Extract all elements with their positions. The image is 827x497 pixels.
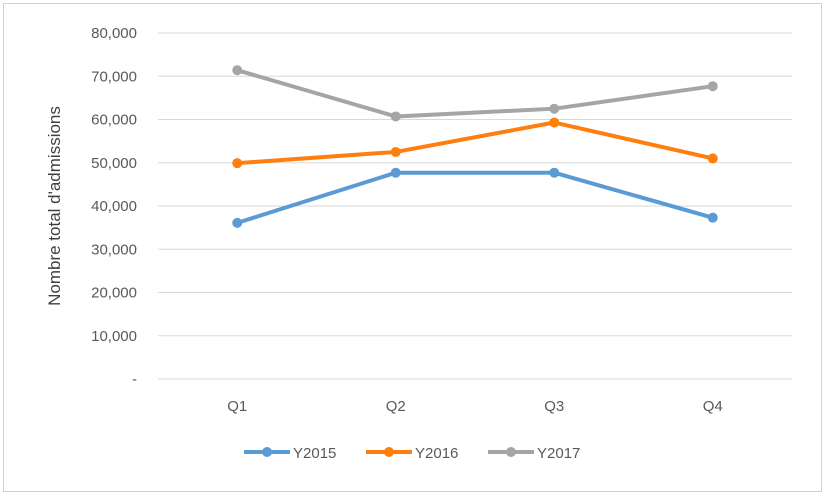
y-axis-label: Nombre total d'admissions [45,106,64,306]
series-line-Y2015 [236,170,714,225]
data-point-Y2017 [232,65,243,76]
x-tick-label: Q4 [703,398,723,415]
data-point-Y2016 [232,158,243,169]
y-tick-label: 20,000 [91,285,137,302]
x-tick-label: Q2 [386,398,406,415]
legend-label: Y2015 [293,445,336,462]
data-point-Y2017 [390,111,401,122]
legend-label: Y2017 [537,445,580,462]
data-point-Y2015 [232,217,243,228]
y-tick-label: 30,000 [91,241,137,258]
y-tick-label: - [132,371,137,388]
series-line-Y2017 [236,68,714,119]
chart-border [3,3,822,492]
legend-marker-Y2016 [384,447,394,457]
data-point-Y2016 [390,146,401,157]
y-tick-label: 70,000 [91,68,137,85]
data-point-Y2015 [707,212,718,223]
y-tick-label: 80,000 [91,25,137,42]
legend-marker-Y2015 [262,447,272,457]
data-point-Y2017 [549,103,560,114]
legend-marker-Y2017 [506,447,516,457]
legend-label: Y2016 [415,445,458,462]
y-tick-label: 50,000 [91,155,137,172]
data-point-Y2016 [549,117,560,128]
y-tick-label: 10,000 [91,328,137,345]
y-tick-label: 60,000 [91,112,137,129]
data-point-Y2015 [549,167,560,178]
y-tick-label: 40,000 [91,198,137,215]
data-point-Y2017 [707,81,718,92]
data-point-Y2015 [390,167,401,178]
x-tick-label: Q3 [544,398,564,415]
x-tick-label: Q1 [227,398,247,415]
data-point-Y2016 [707,153,718,164]
series-line-Y2016 [237,120,714,166]
